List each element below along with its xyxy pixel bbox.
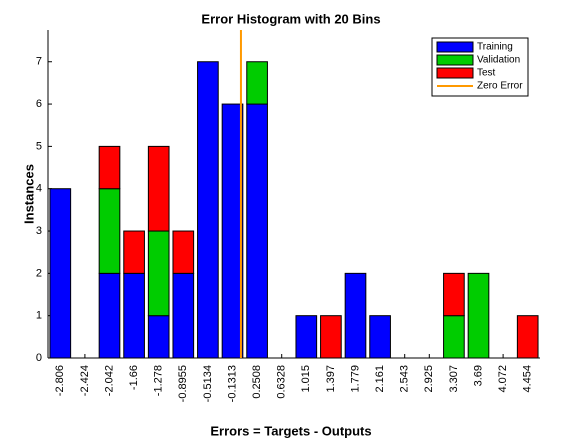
bar xyxy=(172,230,195,274)
bar xyxy=(147,145,170,232)
bar xyxy=(246,103,268,359)
x-axis-label: Errors = Targets - Outputs xyxy=(210,423,371,438)
bar xyxy=(172,272,195,359)
bar xyxy=(221,103,244,359)
chart-title: Error Histogram with 20 Bins xyxy=(201,11,380,26)
x-tick-label: 0.6328 xyxy=(276,365,288,399)
x-tick-label: -2.424 xyxy=(79,365,91,396)
x-tick-label: 2.543 xyxy=(399,365,411,393)
x-tick-label: 3.307 xyxy=(448,365,460,393)
bar xyxy=(147,315,170,359)
y-tick-label: 5 xyxy=(36,140,42,152)
x-tick-label: -1.66 xyxy=(128,365,140,390)
bar xyxy=(123,230,145,274)
x-tick-label: 1.779 xyxy=(349,365,361,393)
legend-swatch xyxy=(436,67,474,79)
bar xyxy=(295,315,318,359)
x-tick-label: -0.1313 xyxy=(226,365,238,402)
bar xyxy=(320,315,342,359)
bar xyxy=(246,61,268,105)
x-tick-label: -1.278 xyxy=(153,365,165,396)
x-tick-label: 3.69 xyxy=(472,365,484,386)
bar xyxy=(369,315,391,359)
x-tick-label: -2.042 xyxy=(103,365,115,396)
x-tick-label: 1.397 xyxy=(325,365,337,393)
legend-label: Zero Error xyxy=(477,81,523,92)
legend-label: Validation xyxy=(477,55,520,66)
x-tick-label: 4.072 xyxy=(497,365,509,393)
bar xyxy=(467,272,490,359)
bar xyxy=(49,188,72,359)
y-tick-label: 2 xyxy=(36,267,42,279)
x-tick-label: -2.806 xyxy=(54,365,66,396)
y-tick-label: 3 xyxy=(36,225,42,237)
y-tick-label: 0 xyxy=(36,352,42,364)
x-tick-label: -0.8955 xyxy=(177,365,189,402)
bar xyxy=(123,272,145,359)
bar xyxy=(98,145,121,190)
bar xyxy=(516,315,539,359)
x-tick-label: 1.015 xyxy=(300,365,312,393)
x-tick-label: -0.5134 xyxy=(202,365,214,402)
y-axis-label: Instances xyxy=(21,164,36,224)
legend-swatch xyxy=(436,54,474,66)
bar xyxy=(443,315,465,359)
y-tick-label: 1 xyxy=(36,310,42,322)
bar xyxy=(147,230,170,317)
x-tick-label: 4.454 xyxy=(522,365,534,393)
x-tick-label: 0.2508 xyxy=(251,365,263,399)
legend-label: Test xyxy=(477,68,496,79)
legend-label: Training xyxy=(477,42,513,53)
bar xyxy=(98,272,121,359)
legend-swatch xyxy=(436,41,474,53)
bar xyxy=(197,61,219,359)
y-tick-label: 6 xyxy=(36,98,42,110)
bar xyxy=(443,272,465,317)
x-tick-label: 2.161 xyxy=(374,365,386,393)
x-tick-label: 2.925 xyxy=(423,365,435,393)
y-tick-label: 4 xyxy=(36,183,42,195)
bar xyxy=(344,272,367,359)
y-tick-label: 7 xyxy=(36,56,42,68)
bar xyxy=(98,188,121,274)
